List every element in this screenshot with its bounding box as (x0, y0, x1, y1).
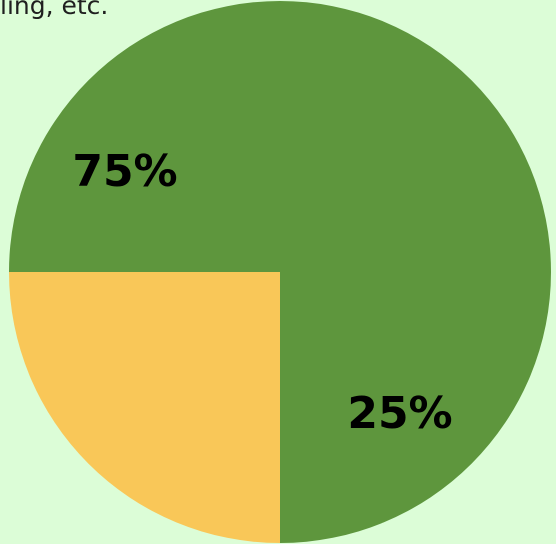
caption-text: ling, etc. (0, 0, 109, 20)
labels-layer: 75% 25% (72, 146, 452, 439)
slice-label-75: 75% (72, 146, 177, 197)
slice-label-25: 25% (347, 388, 452, 439)
slices-layer (9, 1, 551, 543)
pie-slice-25 (9, 272, 280, 543)
